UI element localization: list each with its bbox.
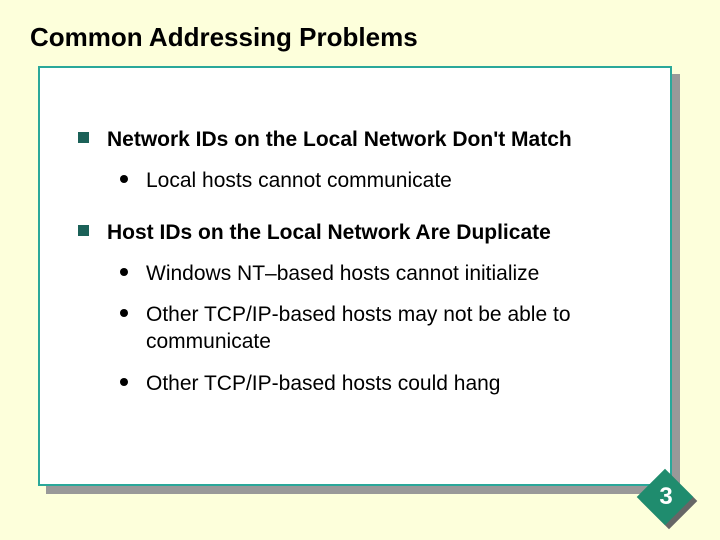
- content-box: Network IDs on the Local Network Don't M…: [38, 66, 672, 486]
- sub-bullet-1a: Local hosts cannot communicate: [120, 167, 632, 194]
- dot-bullet-icon: [120, 309, 128, 317]
- square-bullet-icon: [78, 132, 89, 143]
- main-bullet-1-text: Network IDs on the Local Network Don't M…: [107, 126, 572, 153]
- main-bullet-2-text: Host IDs on the Local Network Are Duplic…: [107, 219, 551, 246]
- sub-bullet-2a: Windows NT–based hosts cannot initialize: [120, 260, 632, 287]
- dot-bullet-icon: [120, 268, 128, 276]
- sub-bullet-2b-text: Other TCP/IP-based hosts may not be able…: [146, 301, 632, 356]
- sub-bullet-2a-text: Windows NT–based hosts cannot initialize: [146, 260, 539, 287]
- dot-bullet-icon: [120, 378, 128, 386]
- main-bullet-1: Network IDs on the Local Network Don't M…: [78, 126, 632, 153]
- dot-bullet-icon: [120, 175, 128, 183]
- page-number: 3: [644, 476, 688, 518]
- sub-bullet-1a-text: Local hosts cannot communicate: [146, 167, 452, 194]
- sub-bullet-2c: Other TCP/IP-based hosts could hang: [120, 370, 632, 397]
- square-bullet-icon: [78, 225, 89, 236]
- slide: Common Addressing Problems Network IDs o…: [0, 0, 720, 540]
- slide-title: Common Addressing Problems: [30, 22, 418, 53]
- spacer: [78, 209, 632, 219]
- main-bullet-2: Host IDs on the Local Network Are Duplic…: [78, 219, 632, 246]
- sub-bullet-2b: Other TCP/IP-based hosts may not be able…: [120, 301, 632, 356]
- sub-bullet-2c-text: Other TCP/IP-based hosts could hang: [146, 370, 500, 397]
- content-inner: Network IDs on the Local Network Don't M…: [40, 68, 670, 431]
- page-number-badge: 3: [644, 476, 694, 526]
